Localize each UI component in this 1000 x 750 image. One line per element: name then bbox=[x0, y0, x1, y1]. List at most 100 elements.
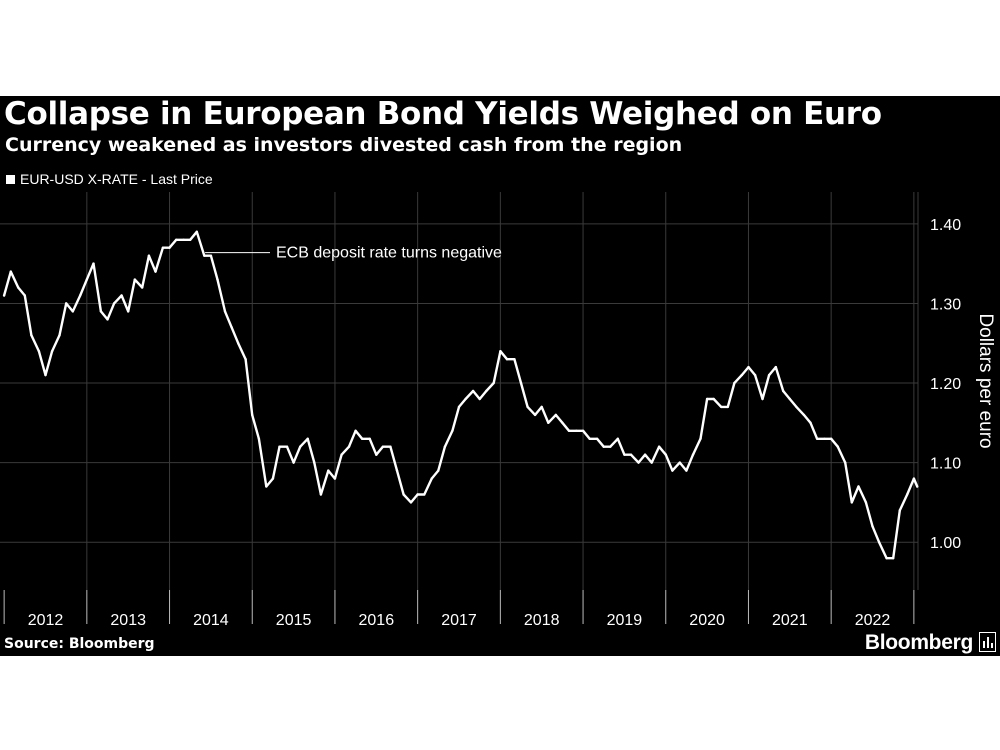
data-point bbox=[313, 461, 316, 464]
data-point bbox=[836, 445, 839, 448]
y-tick-label: 1.30 bbox=[930, 296, 961, 313]
data-point bbox=[767, 373, 771, 377]
data-point bbox=[457, 405, 461, 409]
data-point bbox=[141, 286, 144, 289]
data-point bbox=[265, 485, 268, 488]
data-point bbox=[209, 254, 213, 257]
x-tick-label: 2020 bbox=[689, 612, 725, 629]
data-point bbox=[650, 461, 653, 464]
data-point bbox=[877, 541, 881, 544]
data-point bbox=[671, 469, 674, 472]
data-point bbox=[788, 397, 791, 401]
data-point bbox=[616, 437, 619, 440]
data-point bbox=[623, 453, 626, 456]
data-point bbox=[216, 278, 219, 281]
data-point bbox=[830, 437, 833, 440]
data-point bbox=[106, 318, 109, 321]
data-point bbox=[50, 350, 54, 353]
x-tick-label: 2014 bbox=[193, 612, 229, 629]
data-point bbox=[581, 429, 585, 432]
data-point bbox=[395, 469, 399, 472]
data-point bbox=[485, 389, 488, 393]
chart-panel: Collapse in European Bond Yields Weighed… bbox=[0, 96, 1000, 656]
data-point bbox=[2, 294, 6, 297]
y-tick-label: 1.20 bbox=[930, 376, 961, 393]
data-point bbox=[257, 437, 261, 440]
data-point bbox=[120, 294, 123, 297]
data-point bbox=[664, 453, 667, 456]
data-point bbox=[154, 270, 157, 273]
data-point bbox=[588, 437, 591, 440]
data-point bbox=[720, 405, 723, 409]
data-point bbox=[864, 501, 868, 504]
chart-title: Collapse in European Bond Yields Weighed… bbox=[4, 96, 882, 132]
data-point bbox=[678, 461, 681, 464]
data-point bbox=[802, 413, 806, 417]
data-point bbox=[278, 445, 281, 448]
data-point bbox=[306, 437, 309, 440]
data-point bbox=[892, 557, 895, 560]
data-point bbox=[99, 310, 103, 313]
data-point bbox=[299, 445, 302, 448]
data-point bbox=[533, 413, 537, 417]
data-point bbox=[37, 350, 41, 353]
data-point bbox=[657, 445, 661, 448]
data-point bbox=[526, 405, 529, 409]
data-point bbox=[443, 445, 447, 448]
data-point bbox=[885, 557, 888, 560]
data-point bbox=[492, 381, 495, 385]
data-point bbox=[809, 421, 812, 424]
data-point bbox=[464, 397, 467, 401]
data-point bbox=[637, 461, 640, 464]
data-point bbox=[823, 437, 826, 440]
x-tick-label: 2015 bbox=[276, 612, 312, 629]
data-point bbox=[499, 350, 502, 353]
data-point bbox=[505, 358, 509, 361]
data-point bbox=[437, 469, 440, 472]
data-point bbox=[79, 294, 82, 297]
data-point bbox=[65, 302, 68, 305]
data-point bbox=[747, 365, 750, 369]
y-tick-label: 1.40 bbox=[930, 217, 961, 234]
legend-swatch bbox=[6, 174, 15, 184]
data-point bbox=[423, 493, 426, 496]
data-point bbox=[375, 453, 378, 456]
data-point bbox=[774, 365, 777, 369]
data-point bbox=[733, 381, 736, 385]
data-point bbox=[127, 310, 130, 313]
data-point bbox=[609, 445, 612, 448]
data-point bbox=[513, 358, 516, 361]
data-point bbox=[354, 429, 357, 432]
data-point bbox=[602, 445, 605, 448]
data-point bbox=[871, 525, 874, 528]
data-point bbox=[595, 437, 599, 440]
data-point bbox=[705, 397, 709, 401]
data-point bbox=[815, 437, 819, 440]
data-point bbox=[540, 405, 543, 409]
data-point bbox=[175, 238, 178, 241]
x-tick-label: 2017 bbox=[441, 612, 477, 629]
data-point bbox=[912, 477, 916, 480]
data-point bbox=[112, 302, 116, 305]
x-tick-label: 2019 bbox=[607, 612, 643, 629]
data-point bbox=[906, 493, 909, 496]
source-note: Source: Bloomberg bbox=[4, 636, 155, 652]
x-tick-label: 2012 bbox=[28, 612, 64, 629]
data-point bbox=[547, 421, 550, 424]
data-point bbox=[416, 493, 419, 496]
data-point bbox=[58, 334, 61, 337]
line-chart: 1.00 1.10 1.20 1.30 1.40 2012 2013 2014 2015 2016… bbox=[0, 192, 996, 629]
data-point bbox=[244, 358, 247, 361]
data-point bbox=[92, 262, 95, 265]
series-line bbox=[2, 230, 919, 560]
data-point bbox=[368, 437, 371, 440]
data-point bbox=[402, 493, 405, 496]
data-point bbox=[161, 246, 165, 249]
data-point bbox=[251, 413, 254, 417]
x-tick-label: 2013 bbox=[110, 612, 146, 629]
annotation-label: ECB deposit rate turns negative bbox=[276, 245, 502, 262]
data-point bbox=[712, 397, 715, 401]
data-point bbox=[726, 405, 729, 409]
data-point bbox=[223, 310, 227, 313]
data-point bbox=[30, 334, 33, 337]
